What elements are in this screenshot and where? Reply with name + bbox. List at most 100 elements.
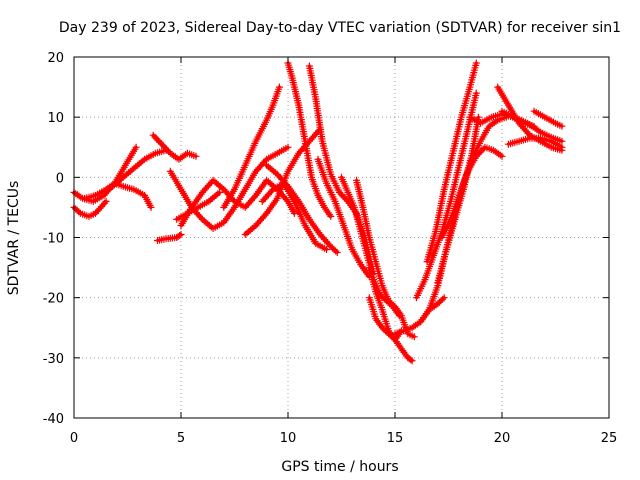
plus-point	[91, 209, 99, 217]
plus-point	[176, 232, 184, 239]
plus-point	[221, 187, 229, 195]
plus-point	[328, 244, 336, 252]
plus-point	[376, 291, 384, 299]
plus-point	[247, 226, 255, 234]
plus-point	[253, 220, 261, 228]
plus-point	[310, 132, 318, 140]
series-arc-32	[530, 107, 566, 130]
plus-point	[101, 199, 109, 207]
plus-point	[395, 312, 403, 320]
plus-point	[313, 129, 321, 137]
series-arc-03	[81, 179, 155, 211]
plus-point	[261, 157, 269, 165]
plus-point	[73, 206, 81, 214]
y-axis-title: SDTVAR / TECUs	[6, 181, 22, 296]
plus-point	[498, 152, 506, 160]
plus-point	[249, 195, 257, 203]
plus-point	[386, 331, 394, 339]
series-arc-09	[173, 188, 223, 223]
plus-point	[296, 148, 304, 155]
plus-point	[283, 196, 290, 204]
plus-point	[203, 183, 211, 191]
plus-point	[247, 197, 255, 204]
plus-point	[298, 146, 306, 154]
plus-point	[257, 216, 264, 224]
x-tick-label: 5	[177, 431, 185, 446]
plus-point	[381, 327, 389, 335]
x-tick-label: 10	[280, 431, 297, 446]
plus-point	[435, 298, 443, 306]
plus-point	[266, 189, 274, 197]
plus-point	[132, 143, 140, 151]
plus-point	[195, 212, 203, 220]
plus-point	[323, 246, 330, 253]
plus-point	[95, 206, 102, 214]
plus-point	[264, 191, 272, 198]
y-tick-label: -10	[43, 232, 64, 247]
plus-point	[205, 182, 212, 189]
plus-point	[102, 197, 110, 205]
plus-point	[327, 212, 335, 220]
plus-point	[434, 300, 442, 308]
plus-point	[521, 126, 529, 134]
plus-point	[204, 220, 212, 228]
plus-point	[177, 231, 185, 238]
series-arc-02	[70, 197, 110, 220]
plus-point	[378, 292, 386, 300]
plus-point	[268, 166, 276, 174]
y-tick-label: 10	[47, 111, 64, 126]
plus-point	[260, 213, 267, 221]
x-tick-label: 20	[494, 431, 511, 446]
plus-point	[147, 203, 155, 211]
plus-point	[439, 295, 447, 303]
y-tick-label: 20	[47, 51, 64, 66]
plus-point	[198, 188, 206, 196]
plus-point	[517, 121, 525, 129]
plus-point	[255, 218, 263, 226]
plus-point	[378, 324, 386, 332]
y-tick-label: -20	[43, 292, 64, 307]
plus-point	[194, 210, 202, 218]
plus-point	[252, 167, 260, 175]
plus-point	[137, 158, 145, 166]
y-tick-label: -40	[43, 412, 64, 427]
x-tick-label: 25	[601, 431, 618, 446]
plus-point	[268, 187, 275, 195]
plus-point	[273, 170, 281, 178]
plus-point	[410, 333, 418, 341]
plus-point	[327, 243, 335, 250]
plus-point	[212, 191, 220, 199]
plus-point	[523, 128, 531, 136]
plus-point	[243, 202, 251, 210]
plus-point	[496, 151, 504, 159]
plus-point	[383, 328, 391, 336]
series-arc-31	[498, 107, 566, 145]
plus-point	[275, 83, 283, 91]
series-arc-23	[412, 89, 480, 302]
series-arc-30	[504, 134, 566, 151]
series-arc-27	[438, 143, 506, 241]
series-arc-14	[284, 59, 335, 220]
plus-point	[385, 330, 393, 338]
plus-point	[216, 188, 223, 196]
plus-point	[324, 239, 332, 247]
plus-point	[386, 300, 394, 308]
x-tick-label: 15	[387, 431, 404, 446]
plus-point	[332, 247, 340, 255]
plus-point	[379, 294, 387, 302]
plus-point	[202, 185, 209, 193]
y-tick-label: 0	[56, 171, 64, 186]
plus-point	[253, 166, 261, 174]
plus-point	[309, 134, 316, 142]
plus-point	[258, 215, 266, 223]
series-arc-13	[258, 179, 330, 253]
plus-point	[99, 201, 107, 209]
plus-point	[126, 167, 134, 175]
plus-point	[206, 180, 214, 188]
plus-point	[96, 204, 104, 212]
plus-point	[472, 59, 480, 67]
plus-point	[325, 241, 333, 249]
series-arc-04	[109, 146, 170, 190]
